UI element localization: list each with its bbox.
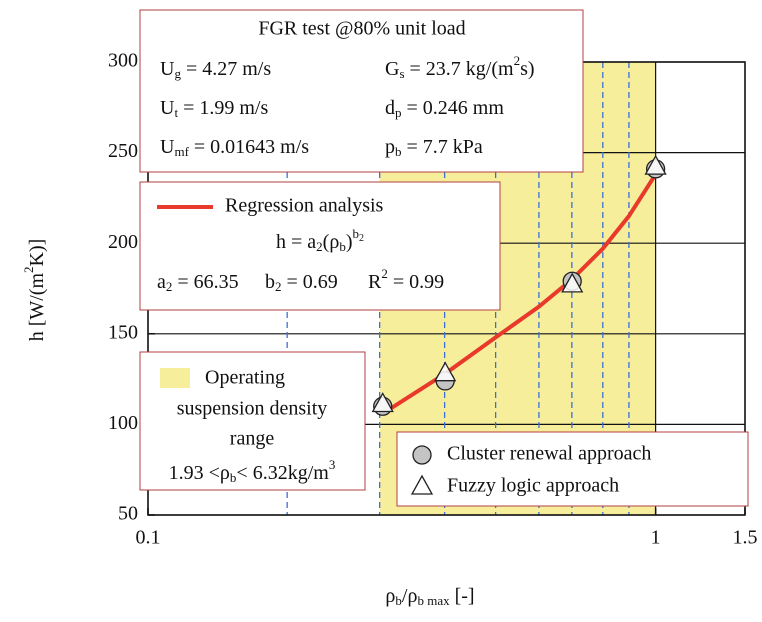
x-axis-label-part: b [395,593,402,608]
legend-label: Fuzzy logic approach [447,475,619,497]
info-item-part: = 23.7 kg/(m [405,58,514,80]
x-axis-label-part: b max [417,593,450,608]
regression-param: b2 = 0.69 [265,271,338,294]
regression-box [139,181,501,311]
y-tick-label: 250 [108,140,138,162]
legend-label: Cluster renewal approach [447,443,651,465]
y-tick-label: 50 [118,503,138,525]
info-item: Ug = 4.27 m/s [160,58,271,81]
regression-equation-part: ) [346,231,353,253]
range-text-part: 1.93 <ρ [169,462,230,484]
info-item: Ut = 1.99 m/s [160,97,268,120]
regression-param-part: a [157,271,166,293]
info-item-part: = 7.7 kPa [402,136,483,158]
x-tick-label: 1.5 [733,527,758,549]
info-item-part: d [385,97,395,119]
y-axis-label-part: K)] [26,239,48,267]
y-tick-label: 300 [108,50,138,72]
x-axis-label-part: /ρ [402,585,418,607]
info-item-part: = 0.01643 m/s [189,136,309,158]
regression-equation-part: 2 [359,233,364,244]
info-item-part: = 4.27 m/s [181,58,271,80]
info-item-part: = 0.246 mm [402,97,505,119]
x-axis-label-part: ρ [385,585,395,607]
info-item-part: t [174,105,178,120]
regression-equation-part: b [339,239,346,254]
info-item: Gs = 23.7 kg/(m2s) [385,53,535,81]
info-item-part: s) [520,58,534,80]
regression-param-part: 2 [381,266,388,281]
regression-equation: h = a2(ρb)b2 [276,226,364,254]
range-text-part: b [230,470,237,485]
regression-line [381,173,658,416]
regression-param-part: = 0.69 [282,271,338,293]
triangle-marker [644,154,667,175]
regression-equation-part: b [352,226,359,241]
y-axis-label-part: 2 [21,266,36,273]
y-tick-label: 200 [108,231,138,253]
regression-param-part: = 0.99 [388,271,444,293]
regression-equation-part: h = a [276,231,316,253]
info-item: Umf = 0.01643 m/s [160,136,309,159]
range-label: suspension density [177,398,328,420]
info-box [139,9,584,173]
info-item-part: s [399,66,404,81]
info-item-part: = 1.99 m/s [178,97,268,119]
x-tick-label: 0.1 [136,527,161,549]
range-text-part: < 6.32kg/m [236,462,329,484]
info-title: FGR test @80% unit load [258,18,465,40]
legend-box [396,431,749,507]
info-item-part: mf [174,144,189,159]
info-item: pb = 7.7 kPa [385,136,483,159]
y-axis-label-part: h [W/(m [26,273,48,342]
regression-param-part: b [265,271,275,293]
triangle-marker [434,361,457,382]
regression-param-part: = 66.35 [172,271,238,293]
regression-param-part: R [368,271,382,293]
legend-label: Regression analysis [225,195,384,217]
range-swatch [160,368,190,388]
triangle-marker [371,392,394,413]
info-item-part: g [174,66,181,81]
info-item-part: 2 [514,53,521,68]
y-tick-label: 150 [108,321,138,343]
x-tick-label: 1 [651,527,661,549]
info-item-part: U [160,58,175,80]
info-item-part: p [395,105,402,120]
legend-triangle [410,474,434,495]
y-axis-label: h [W/(m2K)] [21,239,48,342]
range-text: 1.93 <ρb< 6.32kg/m3 [169,457,336,485]
range-text-part: 3 [329,457,336,472]
y-tick-label: 100 [108,412,138,434]
info-item: dp = 0.246 mm [385,97,504,120]
regression-equation-part: (ρ [323,231,340,253]
legend-circle [412,445,432,465]
regression-param: R2 = 0.99 [368,266,444,293]
x-axis-label: ρb/ρb max [-] [385,585,474,608]
info-item-part: U [160,136,175,158]
x-axis-label-part: [-] [450,585,475,607]
info-item-part: b [395,144,402,159]
regression-param-part: 2 [166,279,173,294]
range-label: Operating [205,367,285,389]
regression-param-part: 2 [275,279,282,294]
info-item-part: p [385,136,395,158]
regression-param: a2 = 66.35 [157,271,239,294]
triangle-marker [561,272,584,293]
regression-equation-part: 2 [316,239,323,254]
info-item-part: U [160,97,175,119]
range-label: range [230,428,275,450]
info-item-part: G [385,58,399,80]
